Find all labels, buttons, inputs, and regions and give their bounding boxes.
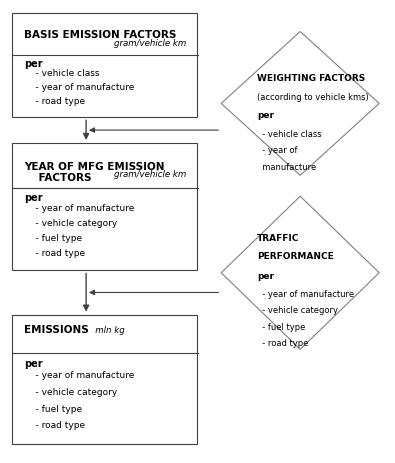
Text: - fuel type: - fuel type bbox=[24, 233, 82, 242]
Text: per: per bbox=[24, 359, 42, 369]
Polygon shape bbox=[221, 32, 379, 176]
Text: - vehicle category: - vehicle category bbox=[257, 306, 338, 315]
Text: - year of manufacture: - year of manufacture bbox=[24, 83, 134, 92]
Text: TRAFFIC: TRAFFIC bbox=[257, 234, 299, 243]
Text: - road type: - road type bbox=[257, 338, 308, 347]
Text: EMISSIONS: EMISSIONS bbox=[24, 325, 88, 335]
Text: - fuel type: - fuel type bbox=[257, 322, 305, 331]
Text: YEAR OF MFG EMISSION
    FACTORS: YEAR OF MFG EMISSION FACTORS bbox=[24, 161, 164, 183]
Bar bbox=[12, 14, 197, 118]
Text: PERFORMANCE: PERFORMANCE bbox=[257, 251, 333, 260]
Text: - year of: - year of bbox=[257, 146, 297, 155]
Text: - vehicle category: - vehicle category bbox=[24, 218, 117, 227]
Text: per: per bbox=[257, 271, 274, 280]
Text: - road type: - road type bbox=[24, 420, 85, 429]
Text: gram/vehicle km: gram/vehicle km bbox=[114, 38, 186, 48]
Text: per: per bbox=[24, 59, 42, 69]
Text: - road type: - road type bbox=[24, 97, 85, 106]
Text: - road type: - road type bbox=[24, 248, 85, 257]
Text: per: per bbox=[24, 192, 42, 202]
Text: - vehicle class: - vehicle class bbox=[257, 130, 322, 139]
Text: per: per bbox=[257, 111, 274, 120]
Bar bbox=[12, 315, 197, 444]
Text: - year of manufacture: - year of manufacture bbox=[24, 371, 134, 380]
Text: manufacture: manufacture bbox=[257, 162, 316, 171]
Text: - year of manufacture: - year of manufacture bbox=[257, 289, 354, 299]
Text: mln kg: mln kg bbox=[87, 325, 125, 334]
Text: - vehicle category: - vehicle category bbox=[24, 387, 117, 396]
Text: WEIGHTING FACTORS: WEIGHTING FACTORS bbox=[257, 74, 365, 83]
Text: BASIS EMISSION FACTORS: BASIS EMISSION FACTORS bbox=[24, 30, 176, 40]
Text: - vehicle class: - vehicle class bbox=[24, 69, 99, 78]
Text: gram/vehicle km: gram/vehicle km bbox=[114, 169, 186, 179]
Polygon shape bbox=[221, 197, 379, 350]
Text: (according to vehicle kms): (according to vehicle kms) bbox=[257, 93, 369, 102]
Text: - fuel type: - fuel type bbox=[24, 404, 82, 413]
Bar bbox=[12, 144, 197, 271]
Text: - year of manufacture: - year of manufacture bbox=[24, 203, 134, 212]
